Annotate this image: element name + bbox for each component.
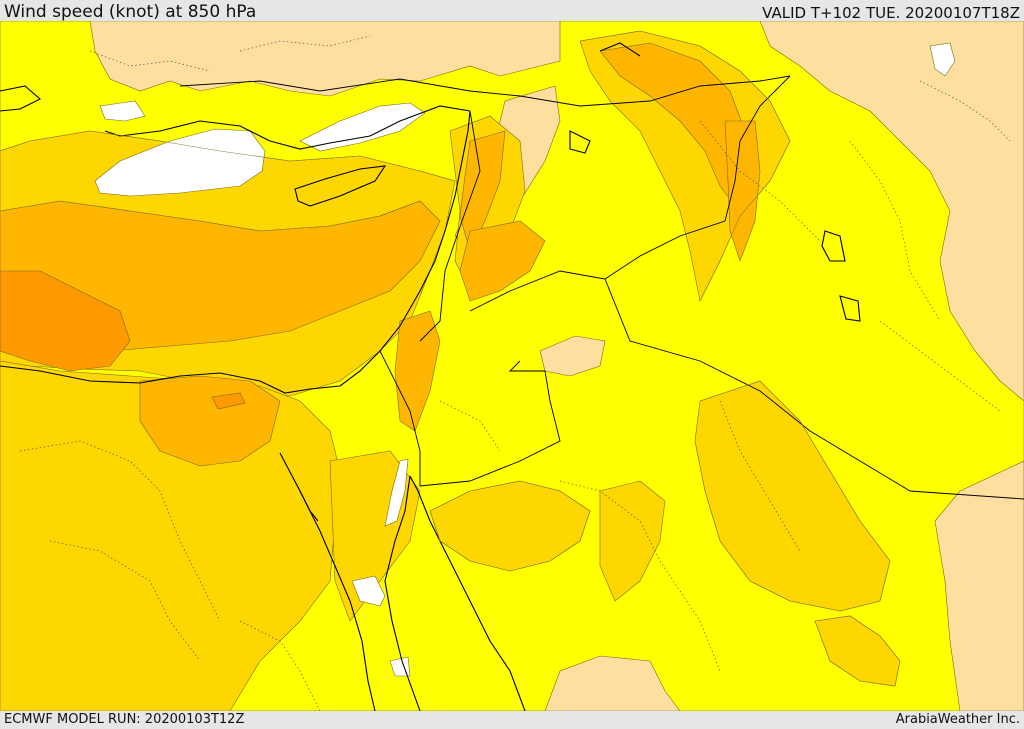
contour-lines [0, 30, 901, 687]
strong-wind-sinai [139, 375, 281, 467]
strong-wind-jordan-valley [459, 220, 546, 302]
low-wind-east [934, 460, 1024, 711]
credit-label: ArabiaWeather Inc. [895, 712, 1020, 727]
mod-wind-saudi-west [599, 480, 666, 602]
strong-wind-iraq-core [724, 120, 761, 262]
calm-east-med [94, 128, 266, 197]
low-wind-south [544, 655, 681, 711]
model-run-label: ECMWF MODEL RUN: 20200103T12Z [4, 712, 245, 727]
coastlines [0, 42, 861, 711]
calm-redsea-mid [389, 656, 411, 677]
calm-aqaba [384, 458, 409, 527]
calm-redsea-north [351, 575, 386, 607]
country-borders [179, 75, 1024, 500]
low-wind-northeast [759, 21, 1024, 402]
map-title: Wind speed (knot) at 850 hPa [4, 2, 257, 22]
strong-wind-negev [394, 310, 441, 432]
max-wind-core [0, 270, 131, 372]
calm-turkey-coast [299, 102, 426, 152]
valid-time-label: VALID T+102 TUE. 20200107T18Z [762, 4, 1020, 22]
province-borders [19, 35, 1011, 711]
max-wind-sinai [211, 392, 246, 410]
low-wind-north [89, 21, 561, 97]
calm-aegean [99, 100, 146, 122]
wind-speed-map [0, 21, 1024, 711]
calm-caspian-area [929, 42, 956, 77]
